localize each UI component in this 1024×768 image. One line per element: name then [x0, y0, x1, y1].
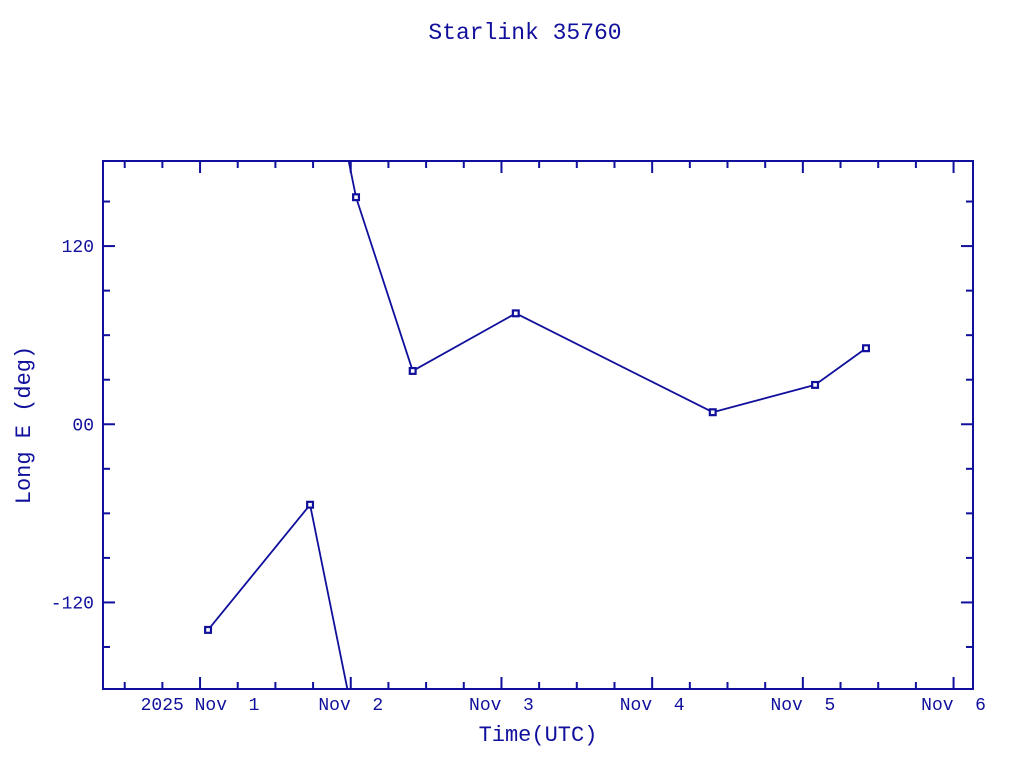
- data-point-marker: [204, 625, 213, 634]
- data-point-marker: [408, 366, 417, 375]
- data-line-segment: [814, 347, 867, 386]
- data-point-marker: [511, 309, 520, 318]
- x-axis-title: Time(UTC): [479, 723, 598, 748]
- chart-title: Starlink 35760: [428, 20, 621, 46]
- data-line-segment: [412, 312, 517, 372]
- x-tick-label: Nov 2: [318, 696, 383, 716]
- x-tick-label: Nov 4: [620, 696, 685, 716]
- x-tick-label: 2025 Nov 1: [141, 696, 260, 716]
- data-point-marker: [862, 344, 871, 353]
- y-axis-title: Long E (deg): [12, 346, 37, 504]
- data-point-marker: [811, 380, 820, 389]
- data-line-segment: [309, 504, 349, 689]
- data-line-segment: [207, 504, 311, 631]
- data-line-segment: [712, 384, 816, 414]
- x-tick-label: Nov 5: [770, 696, 835, 716]
- data-point-marker: [708, 408, 717, 417]
- data-line-segment: [515, 312, 714, 414]
- y-tick-label: 120: [62, 238, 94, 258]
- data-line-segment: [355, 196, 414, 372]
- x-tick-label: Nov 6: [921, 696, 986, 716]
- data-line-layer: [207, 161, 867, 689]
- data-marker-layer: [204, 193, 871, 634]
- data-line-segment: [347, 161, 357, 198]
- y-tick-label: -120: [51, 594, 94, 614]
- plot-frame: [102, 160, 974, 690]
- y-tick-label: 00: [72, 416, 94, 436]
- data-point-marker: [306, 500, 315, 509]
- x-tick-label: Nov 3: [469, 696, 534, 716]
- data-point-marker: [352, 193, 361, 202]
- axis-ticks-layer: 2025 Nov 1 Nov 2 Nov 3 Nov 4 Nov 5 Nov 6 120 00…: [51, 161, 986, 716]
